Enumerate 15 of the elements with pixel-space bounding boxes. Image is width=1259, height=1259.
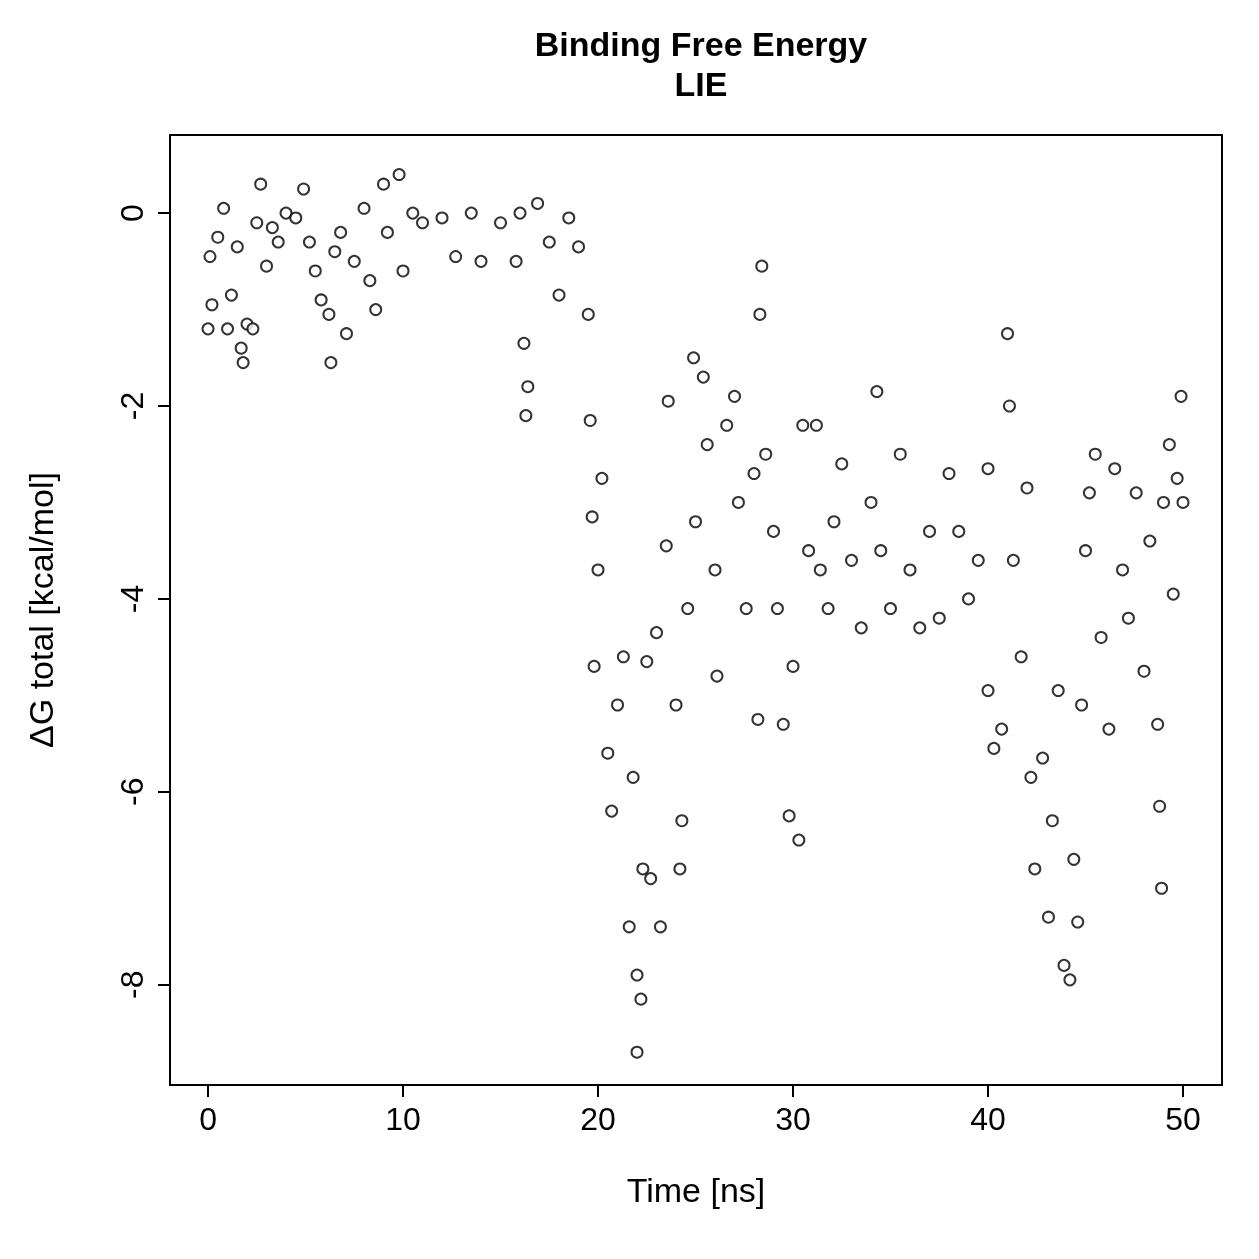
- x-axis-title: Time [ns]: [626, 1171, 766, 1209]
- y-tick-label: -8: [114, 970, 150, 999]
- x-tick-label: 50: [1165, 1101, 1201, 1137]
- x-tick-label: 30: [775, 1101, 811, 1137]
- x-tick-label: 10: [385, 1101, 421, 1137]
- x-tick-label: 20: [580, 1101, 616, 1137]
- chart-subtitle: LIE: [674, 65, 728, 103]
- y-tick-label: 0: [114, 204, 150, 223]
- x-tick-label: 40: [970, 1101, 1006, 1137]
- y-tick-label: -2: [114, 391, 150, 421]
- y-tick-label: -4: [114, 584, 150, 614]
- y-tick-label: -6: [114, 777, 150, 807]
- y-axis-title: ΔG total [kcal/mol]: [22, 472, 60, 748]
- x-tick-label: 0: [199, 1101, 217, 1137]
- chart-title: Binding Free Energy: [534, 25, 868, 63]
